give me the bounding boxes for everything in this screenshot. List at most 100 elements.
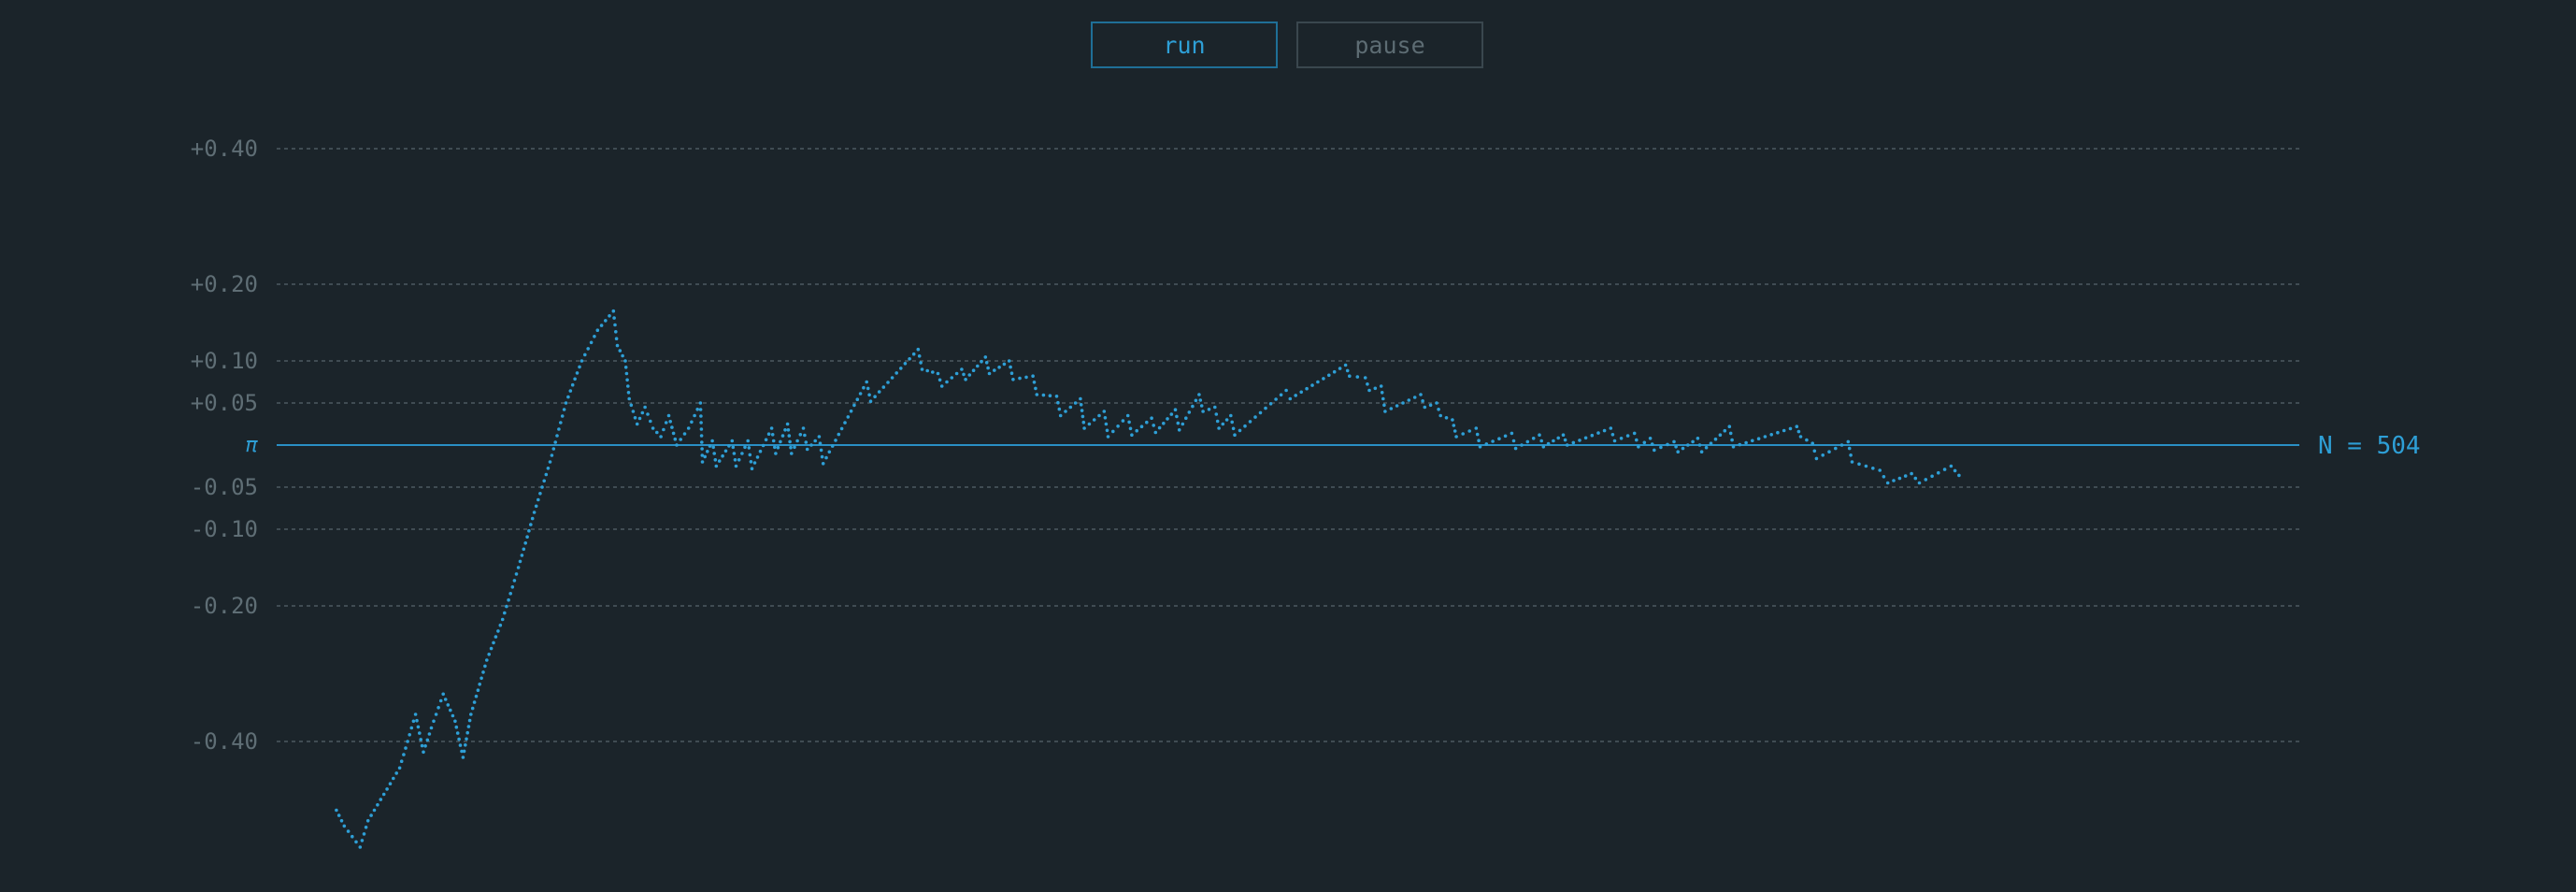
data-point <box>566 395 570 399</box>
data-point <box>1650 442 1654 446</box>
data-point <box>369 813 373 817</box>
data-point <box>1751 439 1754 443</box>
data-point <box>1609 426 1613 430</box>
data-point <box>1857 462 1861 467</box>
data-point <box>1583 436 1588 440</box>
data-point <box>476 688 480 692</box>
data-point <box>776 445 780 450</box>
data-point <box>611 309 616 313</box>
data-point <box>1561 433 1566 438</box>
y-tick-label: -0.20 <box>191 593 258 619</box>
data-point <box>1253 415 1257 419</box>
data-point <box>1578 439 1581 442</box>
data-point <box>436 706 440 710</box>
data-point <box>1197 393 1201 396</box>
data-point <box>612 316 616 320</box>
data-point <box>700 453 705 457</box>
data-point <box>564 401 568 405</box>
data-point <box>551 447 556 451</box>
data-point <box>1058 413 1063 418</box>
data-point <box>1288 396 1293 401</box>
data-point <box>537 497 540 502</box>
data-point <box>494 635 498 639</box>
data-point <box>1839 443 1844 447</box>
data-point <box>465 730 470 735</box>
data-point <box>1116 424 1120 428</box>
data-point <box>354 840 358 844</box>
data-point <box>1081 420 1086 424</box>
data-point <box>629 403 634 408</box>
data-point <box>1274 397 1278 401</box>
data-point <box>1531 437 1536 440</box>
data-point <box>743 445 747 450</box>
data-point <box>837 432 841 437</box>
data-point <box>1834 446 1838 451</box>
data-point <box>980 359 983 364</box>
data-point <box>1383 410 1387 413</box>
data-point <box>1437 408 1440 411</box>
reference-line-group: π N = 504 <box>246 432 2421 460</box>
data-point <box>1407 398 1411 402</box>
data-point <box>1539 439 1543 443</box>
data-point <box>849 409 853 413</box>
data-point <box>508 592 512 596</box>
data-point <box>1648 437 1653 440</box>
data-point <box>790 452 794 455</box>
data-point <box>381 792 386 797</box>
data-point <box>496 629 500 633</box>
data-point <box>453 719 457 724</box>
data-point <box>936 371 940 376</box>
data-point <box>1913 476 1918 481</box>
data-point <box>1454 435 1458 439</box>
data-point <box>1428 403 1433 408</box>
count-label: N = 504 <box>2318 432 2421 460</box>
data-point <box>1177 428 1181 432</box>
data-point <box>801 426 806 430</box>
data-point <box>589 340 594 345</box>
run-button[interactable]: run <box>1091 22 1278 68</box>
data-point <box>1009 365 1012 369</box>
data-point <box>1871 467 1875 470</box>
data-point <box>1924 478 1928 482</box>
data-point <box>795 439 799 443</box>
data-point <box>834 439 837 442</box>
data-point <box>427 732 432 736</box>
data-point <box>1676 450 1680 454</box>
data-point <box>462 749 466 754</box>
data-point <box>649 419 652 424</box>
data-point <box>821 462 825 466</box>
data-point <box>518 559 522 564</box>
data-point <box>1068 405 1073 410</box>
data-point <box>1173 408 1178 412</box>
data-point <box>1355 375 1360 379</box>
data-point <box>1467 429 1471 433</box>
pause-button[interactable]: pause <box>1296 22 1483 68</box>
data-point <box>1723 428 1727 433</box>
data-point <box>1056 400 1060 405</box>
data-point <box>575 371 580 375</box>
data-point <box>1847 446 1852 451</box>
data-point <box>1744 440 1748 445</box>
data-point <box>441 692 446 697</box>
data-point <box>503 611 507 615</box>
data-point <box>1024 375 1028 380</box>
data-point <box>1423 405 1427 410</box>
data-point <box>404 746 408 750</box>
data-point <box>686 426 691 430</box>
data-point <box>755 455 760 459</box>
data-point <box>465 737 468 741</box>
data-point <box>615 343 620 348</box>
data-point <box>1128 426 1133 431</box>
data-point <box>779 439 782 444</box>
data-point <box>613 323 617 327</box>
data-point <box>1229 413 1233 418</box>
data-point <box>1389 407 1394 410</box>
data-point <box>415 718 419 723</box>
data-point <box>699 421 703 424</box>
data-point <box>881 385 886 389</box>
data-point <box>786 428 791 432</box>
data-point <box>1511 439 1516 443</box>
data-point <box>1718 433 1723 438</box>
data-point <box>416 725 421 729</box>
data-point <box>1310 383 1314 387</box>
